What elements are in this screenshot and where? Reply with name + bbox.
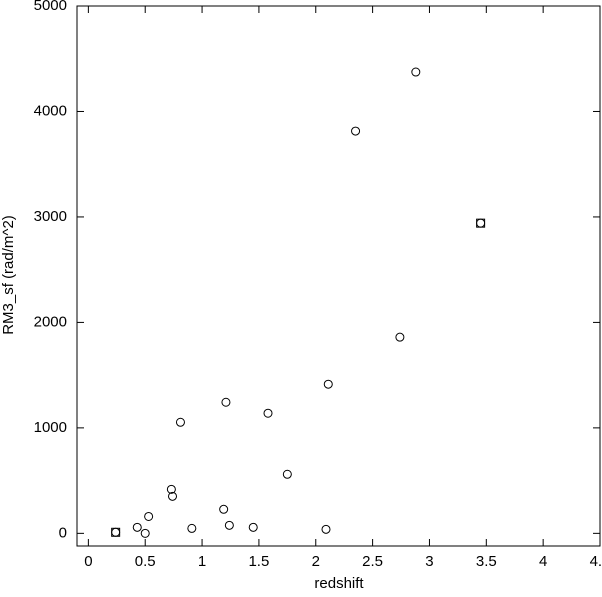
y-tick-label: 3000 xyxy=(34,208,67,225)
y-tick-label: 5000 xyxy=(34,0,67,14)
point xyxy=(221,397,231,407)
point-square xyxy=(111,527,121,537)
x-tick-label: 1.5 xyxy=(248,553,269,570)
x-tick-label: 3 xyxy=(425,553,433,570)
point xyxy=(111,527,121,537)
point xyxy=(175,417,185,427)
point xyxy=(476,218,486,228)
x-tick-label: 2 xyxy=(312,553,320,570)
point xyxy=(168,491,178,501)
x-tick-label: 3.5 xyxy=(476,553,497,570)
y-tick-label: 4000 xyxy=(34,102,67,119)
x-tick-label: 4 xyxy=(539,553,547,570)
point xyxy=(263,408,273,418)
point xyxy=(224,520,234,530)
point xyxy=(351,126,361,136)
x-tick-label: 0.5 xyxy=(135,553,156,570)
x-axis-label: redshift xyxy=(314,575,364,592)
plot-frame xyxy=(76,5,601,547)
point xyxy=(187,523,197,533)
point xyxy=(140,528,150,538)
point xyxy=(144,511,154,521)
y-tick-label: 2000 xyxy=(34,313,67,330)
point xyxy=(411,67,421,77)
point xyxy=(395,332,405,342)
point xyxy=(282,469,292,479)
y-tick-label: 0 xyxy=(59,524,67,541)
point xyxy=(248,522,258,532)
point xyxy=(323,379,333,389)
y-axis-label: RM3_sf (rad/m^2) xyxy=(0,215,17,335)
point xyxy=(132,522,142,532)
x-tick-label: 1 xyxy=(198,553,206,570)
x-tick-label: 4.5 xyxy=(590,553,602,570)
x-tick-label: 2.5 xyxy=(362,553,383,570)
point-square xyxy=(476,218,486,228)
point xyxy=(219,504,229,514)
point xyxy=(321,524,331,534)
y-tick-label: 1000 xyxy=(34,419,67,436)
x-tick-label: 0 xyxy=(84,553,92,570)
point xyxy=(166,484,176,494)
